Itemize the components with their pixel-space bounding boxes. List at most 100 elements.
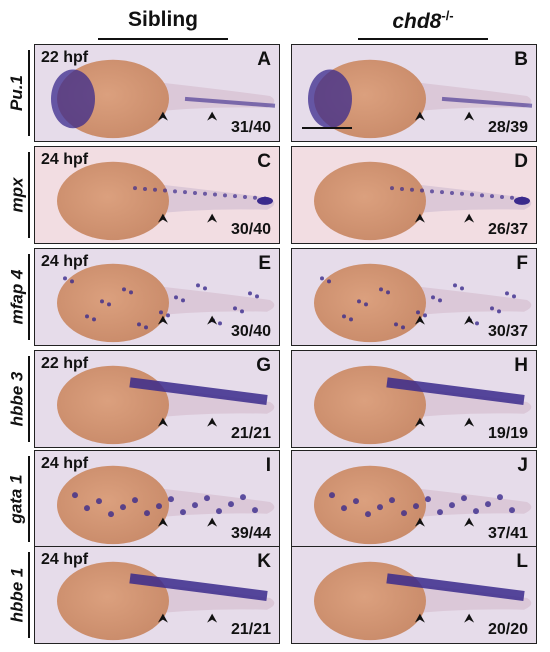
- count-ratio: 19/19: [487, 425, 528, 442]
- embryo-image: [292, 147, 536, 243]
- figure-panel: D 26/37: [291, 146, 537, 244]
- count-ratio: 21/21: [230, 621, 271, 638]
- arrowhead-marker: [207, 613, 218, 623]
- figure-panel: L 20/20: [291, 546, 537, 644]
- row-label-gene: hbbe 1: [4, 546, 30, 644]
- figure-panel: F 30/37: [291, 248, 537, 346]
- arrowhead-marker: [414, 315, 425, 325]
- row-label-rule: [28, 50, 30, 136]
- panel-letter: C: [257, 151, 271, 172]
- panel-letter: G: [256, 355, 271, 376]
- arrowhead-marker: [157, 213, 168, 223]
- stage-label: 22 hpf: [41, 355, 89, 372]
- scale-bar: [302, 127, 352, 129]
- count-ratio: 39/44: [230, 525, 271, 542]
- embryo-image: [35, 45, 279, 141]
- embryo-image: [35, 147, 279, 243]
- arrowhead-marker: [157, 417, 168, 427]
- arrowhead-marker: [414, 613, 425, 623]
- panel-letter: E: [258, 253, 271, 274]
- figure-panel: B 28/39: [291, 44, 537, 142]
- embryo-image: [35, 547, 279, 643]
- column-header-rule: [98, 38, 228, 40]
- embryo-image: [292, 351, 536, 447]
- arrowhead-marker: [464, 315, 475, 325]
- embryo-image: [292, 45, 536, 141]
- arrowhead-marker: [464, 111, 475, 121]
- embryo-image: [292, 547, 536, 643]
- arrowhead-marker: [157, 613, 168, 623]
- row-label-gene: mpx: [4, 146, 30, 244]
- embryo-image: [292, 451, 536, 547]
- arrowhead-marker: [207, 213, 218, 223]
- stage-label: 24 hpf: [41, 253, 89, 270]
- figure-panel: H 19/19: [291, 350, 537, 448]
- column-header-sibling-text: Sibling: [128, 8, 198, 31]
- row-label-gene: mfap 4: [4, 248, 30, 346]
- figure-panel: 24 hpf I 39/44: [34, 450, 280, 548]
- arrowhead-marker: [157, 517, 168, 527]
- gene-name: Pu.1: [7, 75, 26, 111]
- figure-panel: 22 hpf G 21/21: [34, 350, 280, 448]
- gene-name: gata 1: [7, 474, 27, 524]
- row-label-rule: [28, 356, 30, 442]
- arrowhead-marker: [464, 517, 475, 527]
- column-header-mutant-superscript: -/-: [441, 8, 454, 23]
- arrowhead-marker: [414, 111, 425, 121]
- count-ratio: 26/37: [487, 221, 528, 238]
- arrowhead-marker: [157, 315, 168, 325]
- column-header-mutant: chd8-/-: [358, 8, 488, 40]
- arrowhead-marker: [207, 315, 218, 325]
- row-label-gene: hbbe 3: [4, 350, 30, 448]
- count-ratio: 37/41: [487, 525, 528, 542]
- arrowhead-marker: [157, 111, 168, 121]
- count-ratio: 28/39: [487, 119, 528, 136]
- panel-letter: B: [514, 49, 528, 70]
- figure-panel: 22 hpf A 31/40: [34, 44, 280, 142]
- embryo-image: [35, 249, 279, 345]
- count-ratio: 30/37: [487, 323, 528, 340]
- embryo-image: [292, 249, 536, 345]
- panel-letter: K: [257, 551, 271, 572]
- panel-letter: I: [265, 455, 271, 476]
- gene-name: hbbe 1: [7, 567, 27, 623]
- figure-panel: 24 hpf E 30/40: [34, 248, 280, 346]
- column-header-rule: [358, 38, 488, 40]
- stage-label: 22 hpf: [41, 49, 89, 66]
- arrowhead-marker: [464, 213, 475, 223]
- figure-panel: J 37/41: [291, 450, 537, 548]
- row-label-rule: [28, 254, 30, 340]
- gene-name: mpx: [7, 177, 26, 213]
- embryo-image: [35, 351, 279, 447]
- panel-letter: J: [517, 455, 528, 476]
- row-label-gene: gata 1: [4, 450, 30, 548]
- stage-label: 24 hpf: [41, 455, 89, 472]
- panel-letter: L: [516, 551, 528, 572]
- count-ratio: 31/40: [230, 119, 271, 136]
- arrowhead-marker: [464, 613, 475, 623]
- row-label-rule: [28, 552, 30, 638]
- arrowhead-marker: [414, 213, 425, 223]
- figure-panel: 24 hpf K 21/21: [34, 546, 280, 644]
- count-ratio: 30/40: [230, 323, 271, 340]
- count-ratio: 20/20: [487, 621, 528, 638]
- panel-letter: H: [514, 355, 528, 376]
- count-ratio: 21/21: [230, 425, 271, 442]
- row-label-gene: Pu.1: [4, 44, 30, 142]
- row-label-rule: [28, 152, 30, 238]
- arrowhead-marker: [464, 417, 475, 427]
- arrowhead-marker: [207, 111, 218, 121]
- arrowhead-marker: [207, 417, 218, 427]
- stage-label: 24 hpf: [41, 551, 89, 568]
- stage-label: 24 hpf: [41, 151, 89, 168]
- panel-letter: F: [516, 253, 528, 274]
- arrowhead-marker: [414, 517, 425, 527]
- arrowhead-marker: [414, 417, 425, 427]
- embryo-image: [35, 451, 279, 547]
- arrowhead-marker: [207, 517, 218, 527]
- column-header-sibling: Sibling: [98, 8, 228, 40]
- row-label-rule: [28, 456, 30, 542]
- gene-name: mfap 4: [7, 269, 27, 325]
- figure-panel: 24 hpf C 30/40: [34, 146, 280, 244]
- panel-letter: A: [257, 49, 271, 70]
